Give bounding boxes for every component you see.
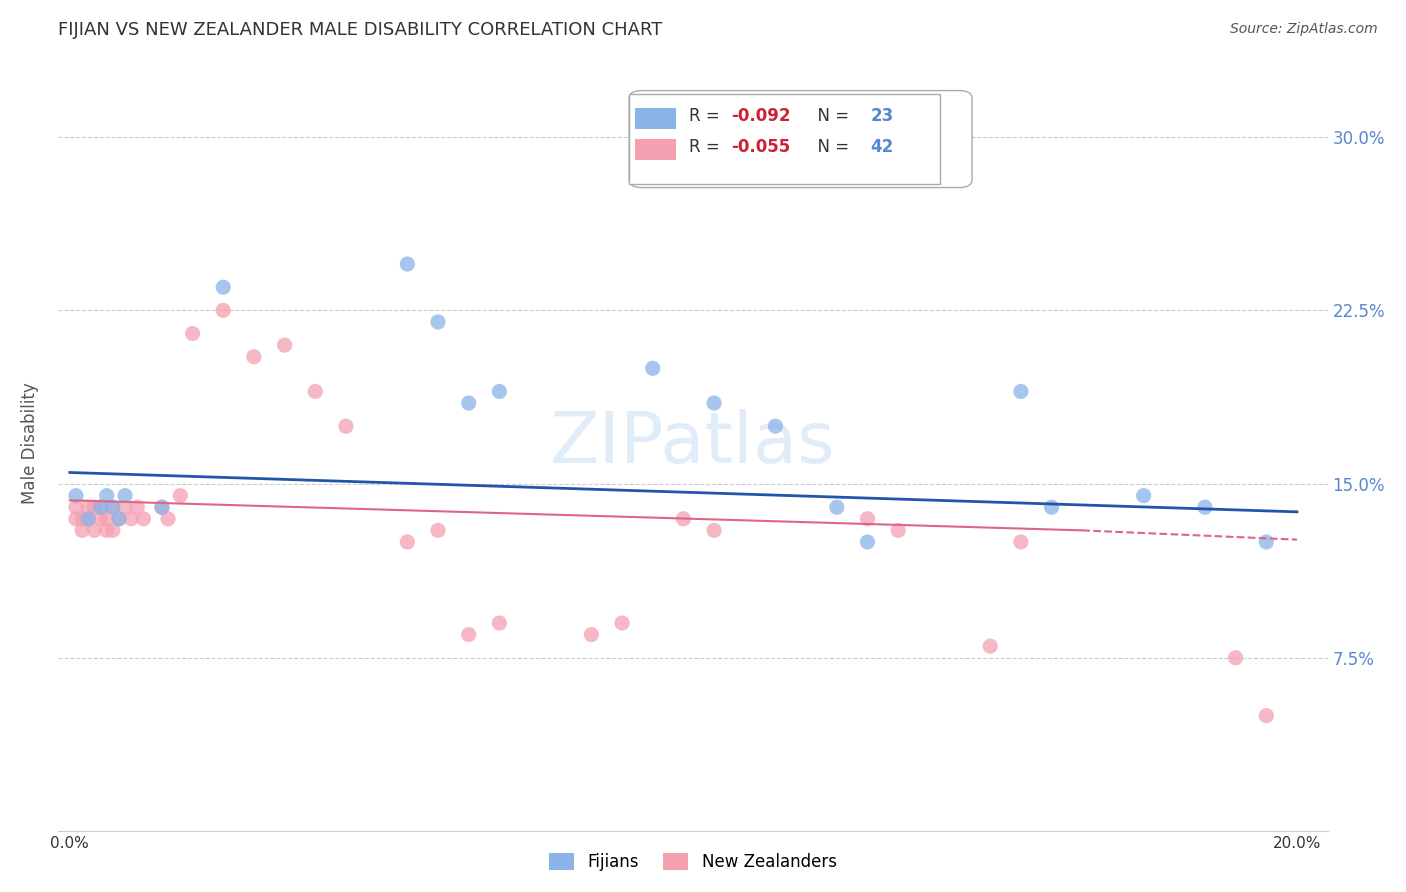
- Point: [101, 500, 124, 515]
- Point: [488, 384, 510, 399]
- Point: [90, 500, 112, 515]
- Point: [101, 524, 124, 538]
- Text: Source: ZipAtlas.com: Source: ZipAtlas.com: [1230, 22, 1378, 37]
- Point: [101, 500, 124, 515]
- Point: [90, 500, 112, 515]
- Point: [243, 350, 266, 364]
- Point: [83, 500, 105, 515]
- Text: ZIPatlas: ZIPatlas: [550, 409, 835, 478]
- Point: [169, 489, 191, 503]
- Point: [703, 524, 725, 538]
- Point: [120, 512, 142, 526]
- Point: [396, 535, 419, 549]
- Point: [150, 500, 173, 515]
- FancyBboxPatch shape: [628, 95, 941, 184]
- Point: [96, 489, 118, 503]
- Point: [132, 512, 155, 526]
- Text: -0.092: -0.092: [731, 107, 790, 125]
- Text: 23: 23: [870, 107, 894, 125]
- Point: [765, 419, 787, 434]
- Point: [65, 489, 87, 503]
- Point: [672, 512, 695, 526]
- Text: -0.055: -0.055: [731, 138, 790, 156]
- Point: [96, 524, 118, 538]
- Point: [77, 500, 100, 515]
- Point: [825, 500, 848, 515]
- Point: [114, 489, 136, 503]
- Point: [65, 512, 87, 526]
- Point: [212, 303, 235, 318]
- Text: 42: 42: [870, 138, 894, 156]
- Point: [488, 615, 510, 630]
- Point: [273, 338, 295, 352]
- Point: [457, 627, 479, 641]
- Point: [1010, 384, 1032, 399]
- Legend: Fijians, New Zealanders: Fijians, New Zealanders: [541, 846, 844, 878]
- Point: [335, 419, 357, 434]
- Point: [77, 512, 100, 526]
- FancyBboxPatch shape: [636, 138, 676, 161]
- Point: [1132, 489, 1154, 503]
- Point: [887, 524, 910, 538]
- Text: FIJIAN VS NEW ZEALANDER MALE DISABILITY CORRELATION CHART: FIJIAN VS NEW ZEALANDER MALE DISABILITY …: [58, 21, 662, 39]
- Text: N =: N =: [807, 138, 855, 156]
- FancyBboxPatch shape: [628, 91, 972, 187]
- Point: [70, 524, 93, 538]
- Point: [90, 512, 112, 526]
- Point: [77, 512, 100, 526]
- Point: [212, 280, 235, 294]
- Point: [65, 500, 87, 515]
- Point: [1225, 650, 1247, 665]
- Y-axis label: Male Disability: Male Disability: [21, 383, 39, 504]
- Point: [108, 512, 131, 526]
- Point: [703, 396, 725, 410]
- Text: R =: R =: [689, 138, 725, 156]
- Point: [150, 500, 173, 515]
- Point: [1256, 535, 1278, 549]
- Point: [1256, 708, 1278, 723]
- Point: [83, 524, 105, 538]
- Point: [157, 512, 180, 526]
- Point: [427, 315, 450, 329]
- Text: R =: R =: [689, 107, 725, 125]
- Point: [304, 384, 326, 399]
- Point: [127, 500, 149, 515]
- Point: [96, 512, 118, 526]
- Point: [979, 639, 1001, 653]
- Point: [70, 512, 93, 526]
- Point: [457, 396, 479, 410]
- Point: [108, 512, 131, 526]
- Point: [1194, 500, 1216, 515]
- Point: [427, 524, 450, 538]
- Point: [610, 615, 633, 630]
- Point: [641, 361, 664, 376]
- Text: N =: N =: [807, 107, 855, 125]
- Point: [856, 535, 879, 549]
- Point: [1010, 535, 1032, 549]
- Point: [396, 257, 419, 271]
- Point: [181, 326, 204, 341]
- Point: [581, 627, 603, 641]
- Point: [856, 512, 879, 526]
- Point: [114, 500, 136, 515]
- Point: [1040, 500, 1063, 515]
- FancyBboxPatch shape: [636, 108, 676, 129]
